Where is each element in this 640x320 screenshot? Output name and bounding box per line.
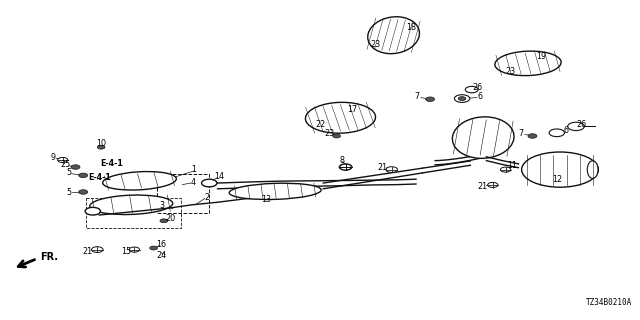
Ellipse shape bbox=[102, 172, 177, 190]
Text: 15: 15 bbox=[121, 247, 131, 256]
Bar bbox=[86, 198, 181, 228]
Circle shape bbox=[549, 129, 564, 137]
Text: 20: 20 bbox=[166, 214, 176, 223]
Circle shape bbox=[386, 167, 397, 172]
Ellipse shape bbox=[495, 51, 561, 76]
Text: 7: 7 bbox=[518, 129, 524, 138]
Circle shape bbox=[129, 247, 140, 252]
Text: 17: 17 bbox=[347, 105, 357, 114]
Text: 12: 12 bbox=[552, 175, 562, 184]
Ellipse shape bbox=[588, 161, 598, 179]
Text: 23: 23 bbox=[324, 129, 334, 138]
Text: 23: 23 bbox=[505, 67, 515, 76]
Text: TZ34B0210A: TZ34B0210A bbox=[586, 298, 632, 307]
Circle shape bbox=[71, 165, 80, 169]
Circle shape bbox=[340, 164, 351, 170]
Circle shape bbox=[150, 246, 157, 250]
Circle shape bbox=[454, 95, 470, 102]
Text: 6: 6 bbox=[477, 92, 483, 100]
Circle shape bbox=[202, 179, 217, 187]
Circle shape bbox=[458, 97, 466, 100]
Circle shape bbox=[85, 207, 100, 215]
Text: 21: 21 bbox=[477, 182, 488, 191]
Bar bbox=[157, 174, 209, 213]
Ellipse shape bbox=[368, 17, 419, 54]
Text: 16: 16 bbox=[156, 240, 166, 249]
Ellipse shape bbox=[305, 102, 376, 133]
Text: 24: 24 bbox=[156, 252, 166, 260]
Text: 3: 3 bbox=[159, 201, 164, 210]
Text: FR.: FR. bbox=[40, 252, 58, 262]
Text: 26: 26 bbox=[472, 83, 483, 92]
Text: 1: 1 bbox=[191, 165, 196, 174]
Circle shape bbox=[58, 157, 68, 163]
Text: 18: 18 bbox=[406, 23, 417, 32]
Circle shape bbox=[92, 247, 103, 252]
Circle shape bbox=[528, 134, 537, 138]
Text: 13: 13 bbox=[261, 195, 271, 204]
Circle shape bbox=[488, 182, 498, 188]
Ellipse shape bbox=[452, 117, 514, 158]
Text: E-4-1: E-4-1 bbox=[100, 159, 124, 168]
Text: 5: 5 bbox=[66, 188, 71, 196]
Ellipse shape bbox=[229, 183, 321, 199]
Circle shape bbox=[97, 145, 105, 149]
Text: 22: 22 bbox=[315, 120, 325, 129]
Text: 2: 2 bbox=[205, 193, 210, 202]
Text: 14: 14 bbox=[214, 172, 224, 181]
Circle shape bbox=[160, 219, 168, 223]
Text: 19: 19 bbox=[536, 52, 546, 60]
Text: 7: 7 bbox=[415, 92, 420, 101]
Text: 21: 21 bbox=[82, 247, 92, 256]
Text: 5: 5 bbox=[66, 168, 71, 177]
Circle shape bbox=[339, 164, 352, 170]
Text: 6: 6 bbox=[563, 126, 568, 135]
Circle shape bbox=[515, 72, 522, 76]
Circle shape bbox=[79, 190, 88, 194]
Text: 11: 11 bbox=[507, 161, 517, 170]
Text: E-4-1: E-4-1 bbox=[88, 173, 111, 182]
Text: 25: 25 bbox=[60, 160, 70, 169]
Text: 26: 26 bbox=[576, 120, 586, 129]
Text: 8: 8 bbox=[340, 156, 345, 164]
Circle shape bbox=[426, 97, 435, 101]
Text: 10: 10 bbox=[96, 139, 106, 148]
Circle shape bbox=[79, 173, 88, 178]
Text: 4: 4 bbox=[191, 178, 196, 187]
Ellipse shape bbox=[90, 195, 173, 214]
Text: 21: 21 bbox=[378, 163, 388, 172]
Text: 9: 9 bbox=[51, 153, 56, 162]
Circle shape bbox=[500, 167, 511, 172]
Circle shape bbox=[379, 45, 387, 49]
Text: 23: 23 bbox=[370, 40, 380, 49]
Ellipse shape bbox=[522, 152, 598, 187]
Circle shape bbox=[333, 134, 340, 138]
Circle shape bbox=[323, 125, 330, 129]
